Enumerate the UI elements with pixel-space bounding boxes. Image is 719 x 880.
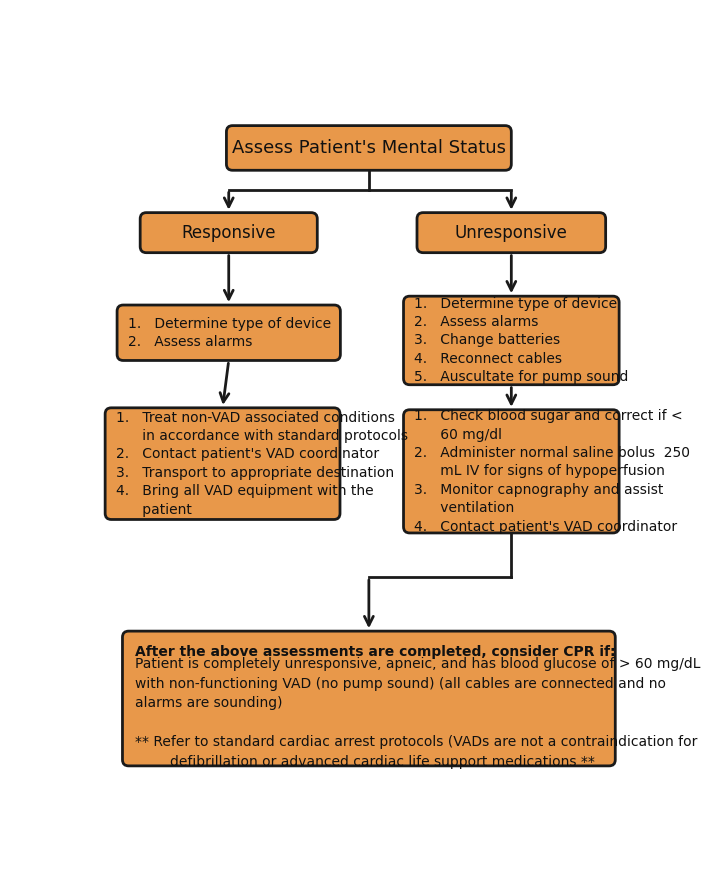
Text: 1.   Determine type of device
2.   Assess alarms
3.   Change batteries
4.   Reco: 1. Determine type of device 2. Assess al…	[414, 297, 628, 385]
FancyBboxPatch shape	[403, 297, 619, 385]
Text: Unresponsive: Unresponsive	[455, 224, 568, 242]
FancyBboxPatch shape	[122, 631, 615, 766]
FancyBboxPatch shape	[403, 410, 619, 533]
Text: Patient is completely unresponsive, apneic, and has blood glucose of > 60 mg/dL
: Patient is completely unresponsive, apne…	[134, 657, 700, 769]
Text: Responsive: Responsive	[181, 224, 276, 242]
FancyBboxPatch shape	[117, 305, 340, 361]
Text: 1.   Check blood sugar and correct if <
      60 mg/dl
2.   Administer normal sa: 1. Check blood sugar and correct if < 60…	[414, 409, 690, 533]
FancyBboxPatch shape	[417, 213, 605, 253]
Text: After the above assessments are completed, consider CPR if:: After the above assessments are complete…	[134, 645, 615, 659]
FancyBboxPatch shape	[105, 407, 340, 519]
Text: 1.   Treat non-VAD associated conditions
      in accordance with standard proto: 1. Treat non-VAD associated conditions i…	[116, 411, 408, 517]
Text: Assess Patient's Mental Status: Assess Patient's Mental Status	[232, 139, 506, 157]
FancyBboxPatch shape	[226, 126, 511, 170]
FancyBboxPatch shape	[140, 213, 317, 253]
Text: 1.   Determine type of device
2.   Assess alarms: 1. Determine type of device 2. Assess al…	[128, 317, 331, 349]
